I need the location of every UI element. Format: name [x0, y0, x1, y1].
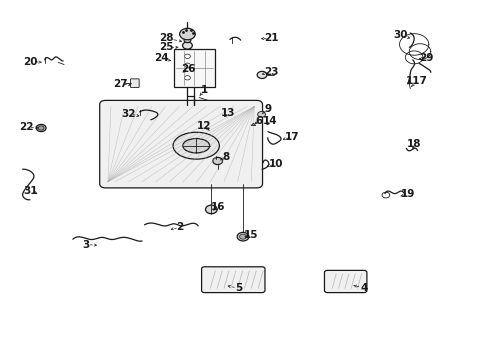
- Text: 4: 4: [360, 283, 367, 293]
- Text: 16: 16: [210, 202, 224, 212]
- Text: 29: 29: [418, 53, 433, 63]
- FancyBboxPatch shape: [130, 79, 139, 87]
- Text: 23: 23: [264, 67, 278, 77]
- FancyBboxPatch shape: [100, 100, 262, 188]
- Circle shape: [257, 71, 266, 78]
- Text: 10: 10: [268, 159, 283, 169]
- FancyBboxPatch shape: [201, 267, 264, 293]
- FancyBboxPatch shape: [173, 49, 215, 87]
- Text: 24: 24: [154, 53, 168, 63]
- Text: 21: 21: [264, 33, 278, 43]
- Text: 6: 6: [255, 116, 262, 126]
- Text: 13: 13: [220, 108, 235, 118]
- FancyBboxPatch shape: [324, 270, 366, 293]
- Circle shape: [36, 125, 46, 132]
- Circle shape: [184, 54, 190, 58]
- Text: 5: 5: [235, 283, 242, 293]
- Circle shape: [212, 157, 222, 165]
- Text: 12: 12: [197, 121, 211, 131]
- Circle shape: [257, 112, 265, 117]
- Circle shape: [179, 28, 195, 40]
- Text: 28: 28: [159, 33, 173, 43]
- Text: 32: 32: [122, 109, 136, 119]
- Circle shape: [184, 63, 190, 67]
- Text: 1: 1: [201, 85, 208, 95]
- Text: 19: 19: [400, 189, 414, 199]
- Text: 14: 14: [263, 116, 277, 126]
- Text: 2: 2: [176, 222, 183, 232]
- Text: 25: 25: [159, 42, 173, 52]
- Circle shape: [184, 76, 190, 80]
- Circle shape: [38, 126, 44, 130]
- Text: 31: 31: [23, 186, 38, 196]
- Text: 26: 26: [181, 64, 195, 74]
- Circle shape: [237, 232, 248, 241]
- Text: 30: 30: [392, 30, 407, 40]
- Circle shape: [182, 42, 192, 49]
- Circle shape: [239, 234, 246, 239]
- Text: 3: 3: [82, 239, 89, 249]
- Text: 18: 18: [406, 139, 421, 149]
- Circle shape: [183, 38, 190, 42]
- Text: 9: 9: [264, 104, 271, 114]
- Ellipse shape: [183, 139, 209, 153]
- Text: 117: 117: [405, 76, 427, 86]
- Text: 17: 17: [285, 132, 299, 142]
- Text: 22: 22: [19, 122, 34, 132]
- Text: 27: 27: [113, 79, 127, 89]
- Circle shape: [205, 205, 217, 214]
- Text: 15: 15: [243, 230, 258, 239]
- Text: 20: 20: [22, 57, 37, 67]
- Text: 8: 8: [222, 152, 229, 162]
- Ellipse shape: [173, 132, 219, 159]
